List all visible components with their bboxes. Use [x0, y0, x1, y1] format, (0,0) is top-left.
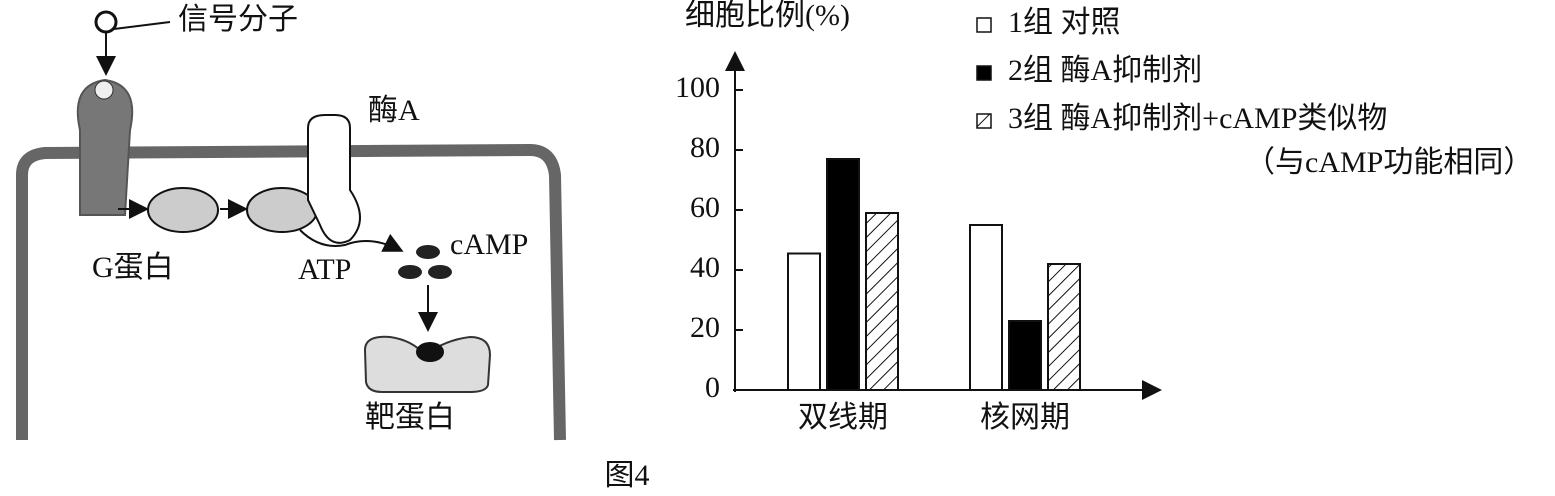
bar: [826, 158, 860, 391]
bar: [787, 252, 821, 391]
legend-label: 1组 对照: [1008, 6, 1121, 39]
bar: [969, 224, 1003, 391]
legend-label: 2组 酶A抑制剂: [1008, 54, 1202, 87]
bar: [1008, 320, 1042, 391]
bar: [1047, 263, 1081, 391]
y-axis-title: 细胞比例(%): [685, 0, 850, 32]
legend-swatch: [976, 65, 992, 81]
y-tick-label: 20: [690, 311, 720, 344]
y-tick-label: 80: [690, 131, 720, 164]
y-tick-label: 60: [690, 191, 720, 224]
y-tick-label: 40: [690, 251, 720, 284]
camp-label: cAMP: [450, 228, 528, 261]
x-tick-label: 双线期: [798, 401, 888, 434]
legend-swatch: [976, 113, 992, 129]
x-tick-label: 核网期: [980, 401, 1070, 434]
y-tick-label: 0: [705, 371, 720, 404]
y-tick-label: 100: [675, 71, 720, 104]
caption: 图4: [605, 459, 650, 492]
g-protein-label: G蛋白: [92, 251, 174, 284]
bar: [865, 212, 899, 391]
signal-label: 信号分子: [178, 3, 298, 36]
enzyme-label: 酶A: [368, 94, 420, 127]
target-label: 靶蛋白: [365, 401, 455, 434]
legend-note: （与cAMP功能相同）: [1245, 146, 1533, 179]
atp-label: ATP: [298, 253, 351, 286]
legend-swatch: [976, 17, 992, 33]
legend-label: 3组 酶A抑制剂+cAMP类似物: [1008, 102, 1387, 135]
cell-diagram: [16, 10, 566, 441]
